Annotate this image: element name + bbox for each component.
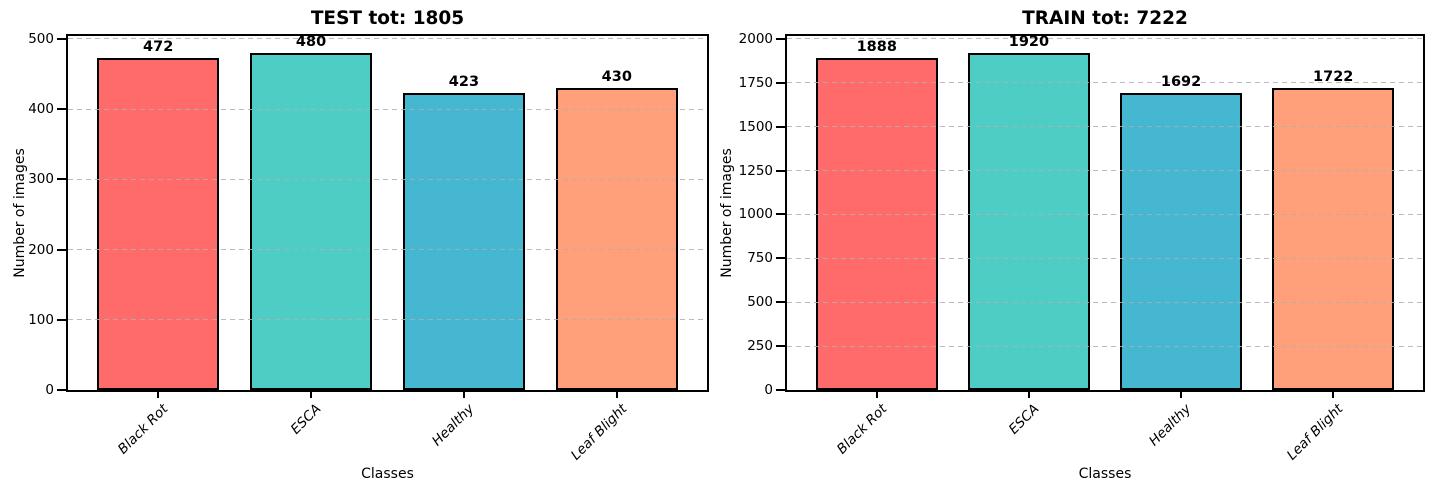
bar-leaf-blight-train	[1272, 87, 1395, 390]
bar-value-label-test: 480	[295, 33, 327, 50]
y-tick-mark-test	[57, 248, 66, 251]
y-tick-label-test: 500	[28, 30, 54, 47]
bar-black-rot-test	[97, 58, 220, 390]
y-tick-label-test: 200	[28, 241, 54, 258]
gridline-train	[787, 170, 1423, 171]
gridline-test	[68, 108, 707, 110]
bar-black-rot-train	[815, 58, 938, 390]
y-tick-mark-test	[57, 37, 66, 40]
gridline-train	[787, 257, 1423, 259]
gridline-test	[68, 38, 707, 40]
gridline-train	[787, 345, 1423, 347]
x-tick-mark-train	[875, 390, 878, 398]
x-tick-mark-test	[157, 390, 160, 398]
gridline-train	[787, 301, 1423, 303]
y-tick-mark-test	[57, 318, 66, 321]
y-tick-mark-train	[776, 257, 785, 260]
y-tick-label-test: 400	[28, 101, 54, 118]
x-tick-label-leaf-blight-train: Leaf Blight	[1284, 401, 1347, 464]
y-tick-mark-test	[57, 108, 66, 111]
x-tick-mark-test	[310, 390, 313, 398]
x-tick-label-esca-train: ESCA	[1005, 401, 1043, 438]
bar-healthy-test	[402, 92, 526, 390]
bar-esca-test	[249, 52, 373, 390]
bar-leaf-blight-test	[555, 87, 678, 390]
y-tick-mark-train	[776, 213, 785, 216]
plot-title-test: TEST tot: 1805	[310, 8, 465, 29]
gridline-train	[787, 38, 1423, 40]
bar-value-label-train: 1888	[856, 39, 897, 56]
x-tick-mark-test	[615, 390, 618, 398]
bar-value-label-test: 472	[143, 39, 174, 56]
y-tick-label-train: 2000	[738, 30, 773, 47]
y-tick-label-test: 100	[28, 311, 54, 328]
x-tick-mark-train	[1332, 390, 1335, 398]
gridline-test	[68, 319, 707, 321]
x-tick-label-esca-test: ESCA	[287, 401, 325, 438]
y-tick-label-train: 1000	[738, 206, 773, 223]
bar-healthy-train	[1120, 92, 1242, 390]
gridline-train	[787, 82, 1423, 84]
y-tick-label-train: 500	[747, 294, 773, 311]
gridline-train	[787, 213, 1423, 215]
bar-value-label-test: 423	[448, 73, 480, 90]
y-tick-label-train: 0	[764, 382, 773, 398]
x-axis-label-test: Classes	[361, 466, 414, 482]
y-tick-mark-train	[776, 81, 785, 84]
y-tick-mark-test	[57, 389, 66, 391]
x-tick-label-leaf-blight-test: Leaf Blight	[567, 401, 631, 464]
y-tick-label-test: 0	[45, 382, 54, 398]
y-tick-mark-train	[776, 37, 785, 40]
bar-esca-train	[968, 52, 1090, 390]
bar-value-label-train: 1692	[1160, 73, 1202, 90]
x-tick-mark-train	[1180, 390, 1183, 398]
gridline-test	[68, 249, 707, 251]
bar-value-label-test: 430	[601, 68, 632, 85]
plot-area-test: 472 Black Rot 480 ESCA 423 Healthy 430 Leaf Bli…	[28, 31, 709, 463]
bar-value-label-train: 1722	[1313, 68, 1354, 85]
gridline-test	[68, 178, 707, 180]
gridline-train	[787, 126, 1423, 128]
y-tick-label-train: 250	[747, 338, 773, 355]
x-tick-label-black-rot-test: Black Rot	[115, 401, 172, 458]
y-tick-label-train: 750	[747, 250, 773, 267]
y-tick-mark-train	[776, 125, 785, 128]
y-tick-mark-train	[776, 389, 785, 391]
y-tick-label-test: 300	[28, 171, 54, 188]
x-tick-label-black-rot-train: Black Rot	[833, 401, 891, 458]
y-tick-mark-train	[776, 301, 785, 304]
plot-area-train: 1888 Black Rot 1920 ESCA 1692 Healthy 1722 Leaf…	[739, 31, 1425, 463]
x-tick-label-healthy-train: Healthy	[1146, 401, 1195, 450]
x-tick-mark-test	[462, 390, 465, 398]
x-tick-label-healthy-test: Healthy	[428, 401, 478, 450]
y-tick-label-train: 1500	[738, 118, 773, 135]
plot-title-train: TRAIN tot: 7222	[1022, 8, 1188, 29]
x-tick-mark-train	[1027, 390, 1030, 398]
x-axis-label-train: Classes	[1078, 466, 1132, 482]
y-tick-mark-test	[57, 178, 66, 181]
bar-value-label-train: 1920	[1008, 33, 1050, 50]
y-tick-label-train: 1750	[738, 74, 773, 91]
y-tick-mark-train	[776, 169, 785, 172]
y-tick-label-train: 1250	[738, 162, 773, 179]
y-tick-mark-train	[776, 345, 785, 348]
